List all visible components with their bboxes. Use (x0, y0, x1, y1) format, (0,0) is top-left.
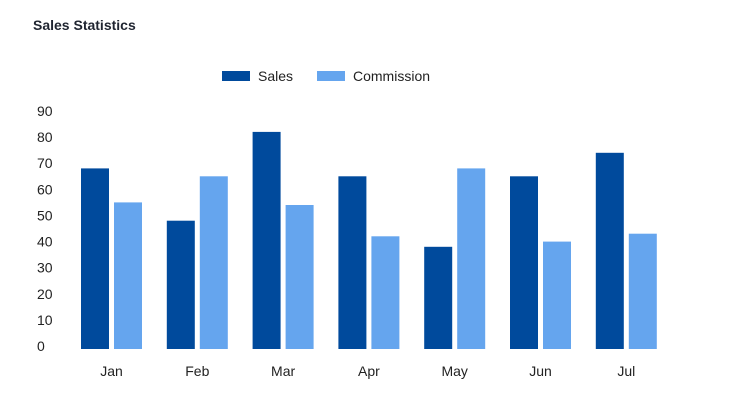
y-tick-label: 90 (37, 103, 53, 119)
legend-item-sales: Sales (222, 68, 293, 84)
y-tick-label: 40 (37, 234, 53, 250)
x-tick-label: May (441, 363, 467, 379)
bar-sales-jun (510, 176, 538, 349)
y-tick-label: 30 (37, 260, 53, 276)
legend-swatch-sales (222, 71, 250, 81)
bar-commission-apr (371, 236, 400, 349)
y-tick-label: 80 (37, 129, 53, 145)
bar-commission-jan (114, 202, 142, 349)
legend-label-sales: Sales (258, 68, 294, 84)
bar-commission-mar (285, 205, 314, 349)
bar-sales-jan (81, 168, 109, 349)
y-tick-label: 20 (37, 286, 53, 302)
x-tick-label: Apr (358, 363, 380, 379)
bar-sales-may (424, 246, 453, 349)
chart-title: Sales Statistics (33, 17, 136, 33)
y-tick-label: 10 (37, 312, 53, 328)
bar-commission-feb (199, 176, 228, 349)
bar-commission-jun (543, 241, 571, 349)
x-tick-label: Feb (185, 363, 209, 379)
legend-label-commission: Commission (353, 68, 431, 84)
bar-sales-mar (252, 131, 281, 349)
x-tick-label: Jul (617, 363, 635, 379)
x-tick-label: Jun (529, 363, 552, 379)
y-tick-label: 60 (37, 181, 53, 197)
y-tick-label: 0 (37, 338, 45, 354)
bar-sales-apr (338, 176, 367, 349)
bar-sales-feb (166, 220, 195, 349)
legend-swatch-commission (317, 71, 345, 81)
chart-legend: Sales Commission (0, 68, 749, 88)
x-tick-label: Jan (100, 363, 123, 379)
bar-commission-may (457, 168, 486, 349)
legend-item-commission: Commission (317, 68, 430, 84)
bar-sales-jul (595, 152, 624, 349)
x-tick-label: Mar (271, 363, 295, 379)
y-tick-label: 50 (37, 207, 53, 223)
y-tick-label: 70 (37, 155, 53, 171)
bar-commission-jul (628, 233, 657, 349)
